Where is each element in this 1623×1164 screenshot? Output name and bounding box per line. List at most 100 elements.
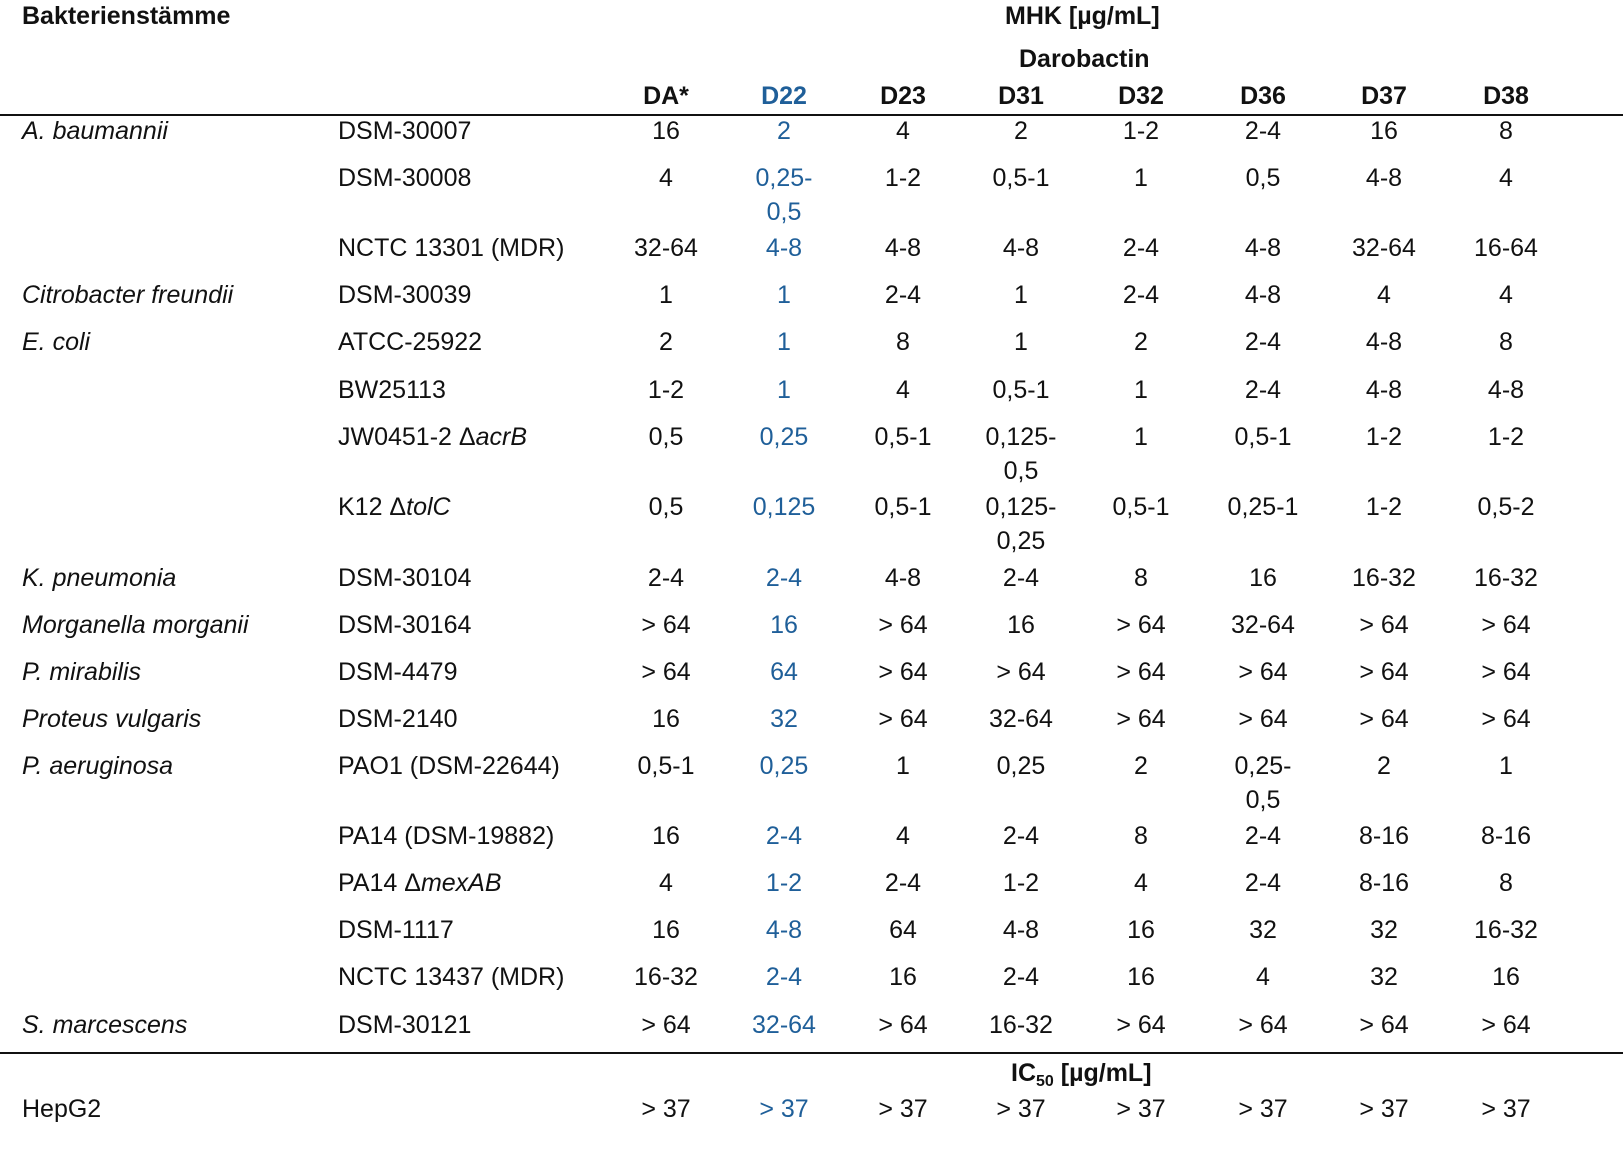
ic50-unit: [µg/mL] bbox=[1053, 1059, 1152, 1087]
mic-value: > 64 bbox=[1481, 658, 1531, 686]
strain-name: PAO1 (DSM-22644) bbox=[338, 752, 560, 780]
strain-label: BW25113 bbox=[338, 373, 446, 407]
mic-value: 32-64 bbox=[989, 705, 1053, 733]
mic-value: 32-64 bbox=[752, 1011, 816, 1039]
ic50-header: IC50 [µg/mL] bbox=[1011, 1059, 1152, 1090]
strain-name: NCTC 13437 (MDR) bbox=[338, 963, 565, 991]
mic-value: 8-16 bbox=[1358, 822, 1410, 850]
mic-value: 16-64 bbox=[1474, 234, 1538, 262]
strain-name: DSM-1117 bbox=[338, 916, 454, 944]
mic-value: 16 bbox=[1127, 916, 1155, 944]
mic-value: 1-2 bbox=[1002, 869, 1040, 897]
mic-value: 2 bbox=[1134, 328, 1148, 356]
mic-value: 16 bbox=[1492, 963, 1520, 991]
mic-value: 16 bbox=[1249, 564, 1277, 592]
ic50-subscript: 50 bbox=[1036, 1073, 1054, 1090]
strain-name: DSM-4479 bbox=[338, 658, 458, 686]
strain-label: ATCC-25922 bbox=[338, 325, 482, 359]
mic-value: 16 bbox=[1127, 963, 1155, 991]
mic-value: 1-2 bbox=[1487, 423, 1525, 451]
mic-value: 0,5-1 bbox=[1234, 423, 1292, 451]
mic-value: 16-32 bbox=[1474, 916, 1538, 944]
strain-name: ATCC-25922 bbox=[338, 328, 483, 356]
column-header: D23 bbox=[880, 82, 926, 110]
strain-label: NCTC 13301 (MDR) bbox=[338, 231, 564, 265]
mic-value: 2-4 bbox=[1244, 117, 1282, 145]
mic-value: 4-8 bbox=[765, 916, 803, 944]
mic-value: 4 bbox=[1499, 164, 1513, 192]
mic-value: 0,125- 0,25 bbox=[985, 493, 1057, 555]
mic-value: 2-4 bbox=[1244, 376, 1282, 404]
species-label: Proteus vulgaris bbox=[22, 705, 202, 733]
species-label: A. baumannii bbox=[22, 117, 168, 145]
column-header: D32 bbox=[1118, 82, 1164, 110]
strain-label: DSM-30008 bbox=[338, 161, 471, 195]
species-label: P. aeruginosa bbox=[22, 752, 174, 780]
ic50-value: > 37 bbox=[1359, 1095, 1409, 1123]
ic50-value: > 37 bbox=[1481, 1095, 1531, 1123]
mic-value: 4 bbox=[659, 869, 673, 897]
strain-name: DSM-2140 bbox=[338, 705, 458, 733]
ic50-label: IC bbox=[1011, 1059, 1036, 1087]
mic-value: 0,5-2 bbox=[1477, 493, 1535, 521]
mic-value: > 64 bbox=[1359, 658, 1409, 686]
species-label: Citrobacter freundii bbox=[22, 281, 234, 309]
mic-value: > 64 bbox=[1481, 611, 1531, 639]
mic-value: 32 bbox=[770, 705, 798, 733]
mic-value: 4 bbox=[1499, 281, 1513, 309]
mic-value: 2 bbox=[1134, 752, 1148, 780]
mic-value: 4 bbox=[896, 117, 910, 145]
strain-label: DSM-4479 bbox=[338, 655, 458, 689]
strain-name: NCTC 13301 (MDR) bbox=[338, 234, 565, 262]
mic-value: 1 bbox=[1014, 281, 1028, 309]
mic-value: 1 bbox=[777, 376, 791, 404]
ic50-rule bbox=[0, 1052, 1623, 1054]
mic-value: > 64 bbox=[641, 658, 691, 686]
mic-value: 16-32 bbox=[634, 963, 698, 991]
ic50-value: > 37 bbox=[1238, 1095, 1288, 1123]
mic-value: 8 bbox=[1134, 822, 1148, 850]
species-label: Morganella morganii bbox=[22, 611, 249, 639]
mic-value: > 64 bbox=[1238, 658, 1288, 686]
column-header: D31 bbox=[998, 82, 1044, 110]
mic-value: 1 bbox=[1014, 328, 1028, 356]
mic-value: 0,5 bbox=[1245, 164, 1281, 192]
mic-value: 2-4 bbox=[1002, 822, 1040, 850]
mic-value: > 64 bbox=[1116, 1011, 1166, 1039]
strain-label: DSM-1117 bbox=[338, 913, 454, 947]
mic-value: > 64 bbox=[641, 1011, 691, 1039]
strain-name: BW25113 bbox=[338, 376, 446, 404]
mic-value: 1 bbox=[1134, 376, 1148, 404]
mic-value: 2-4 bbox=[765, 564, 803, 592]
mic-value: 0,125 bbox=[752, 493, 816, 521]
mic-value: 32 bbox=[1370, 916, 1398, 944]
mic-value: 0,5 bbox=[648, 493, 684, 521]
mic-value: > 64 bbox=[878, 1011, 928, 1039]
mic-value: 16 bbox=[652, 822, 680, 850]
mic-value: 8 bbox=[1134, 564, 1148, 592]
mic-value: 16 bbox=[770, 611, 798, 639]
mic-value: 2-4 bbox=[765, 822, 803, 850]
mic-value: 16 bbox=[889, 963, 917, 991]
column-header: D22 bbox=[761, 82, 807, 110]
mic-value: 4-8 bbox=[1365, 164, 1403, 192]
mic-value: 16 bbox=[652, 705, 680, 733]
column-header: DA* bbox=[643, 82, 689, 110]
mic-value: 0,5-1 bbox=[1112, 493, 1170, 521]
mic-value: 2-4 bbox=[884, 869, 922, 897]
strain-name: PA14 Δ bbox=[338, 869, 421, 897]
mic-value: 2 bbox=[1014, 117, 1028, 145]
strain-label: NCTC 13437 (MDR) bbox=[338, 960, 564, 994]
column-header: D37 bbox=[1361, 82, 1407, 110]
mic-value: > 64 bbox=[1359, 611, 1409, 639]
mic-value: 4-8 bbox=[884, 564, 922, 592]
strain-label: K12 ΔtolC bbox=[338, 490, 451, 524]
species-label: P. mirabilis bbox=[22, 658, 142, 686]
strain-label: DSM-30007 bbox=[338, 114, 471, 148]
mic-value: 1 bbox=[777, 281, 791, 309]
mic-value: 1 bbox=[659, 281, 673, 309]
mic-value: 16 bbox=[1007, 611, 1035, 639]
mic-value: 2 bbox=[777, 117, 791, 145]
mic-value: 8 bbox=[1499, 869, 1513, 897]
mic-value: 32 bbox=[1370, 963, 1398, 991]
